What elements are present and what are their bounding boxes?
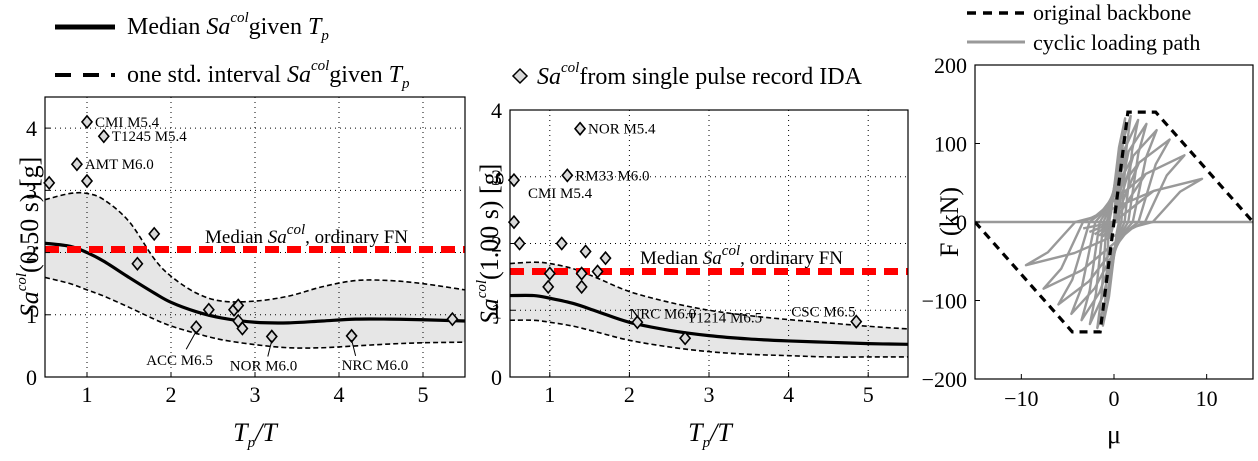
data-point bbox=[561, 168, 574, 183]
median-line-label-1: Median Sacol, ordinary FN bbox=[205, 222, 408, 248]
y-axis-label-2: Sacol(1.00 s) [g] bbox=[474, 164, 504, 325]
data-point bbox=[679, 331, 692, 346]
lower-std-line bbox=[510, 319, 908, 358]
data-point bbox=[131, 256, 144, 272]
y-tick-label: 100 bbox=[934, 132, 967, 157]
std-band bbox=[510, 262, 908, 358]
annotation-leader bbox=[267, 340, 273, 357]
legend-backbone-label: original backbone bbox=[1033, 0, 1191, 25]
annotation-leader bbox=[351, 339, 357, 357]
annotation-label: CMI M5.4 bbox=[95, 115, 160, 131]
annotation-label: RM33 M6.0 bbox=[575, 168, 649, 184]
data-point bbox=[575, 279, 588, 295]
x-axis-label-2: Tp/T bbox=[688, 418, 733, 451]
y-tick-label: 0 bbox=[26, 365, 37, 390]
x-tick-label: 1 bbox=[544, 382, 555, 407]
legend-diamond-marker bbox=[511, 67, 529, 85]
data-point bbox=[446, 311, 459, 327]
data-point bbox=[507, 214, 521, 230]
x-tick-label: 5 bbox=[418, 382, 429, 407]
backbone-line bbox=[975, 110, 1253, 334]
annotation-label: NRC M6.0 bbox=[629, 306, 696, 322]
legend-median-label: Median Sacolgiven Tp bbox=[127, 10, 329, 44]
data-point bbox=[599, 250, 612, 266]
x-tick-label: 10 bbox=[1196, 386, 1218, 411]
y-tick-label: 0 bbox=[956, 210, 967, 235]
annotation-label: NOR M6.0 bbox=[230, 359, 298, 375]
x-tick-label: −10 bbox=[1004, 386, 1038, 411]
annotation-leader bbox=[185, 330, 197, 350]
data-point bbox=[70, 156, 83, 172]
data-point bbox=[555, 236, 568, 251]
data-point bbox=[236, 321, 249, 336]
y-axis-label-1: Sacol(0.50 s) [g] bbox=[14, 157, 44, 318]
data-point bbox=[850, 314, 863, 329]
data-point bbox=[542, 279, 555, 295]
x-tick-label: 2 bbox=[624, 382, 635, 407]
data-point bbox=[80, 173, 94, 189]
y-tick-label: 4 bbox=[491, 98, 502, 123]
y-tick-label: 3 bbox=[491, 165, 502, 190]
x-tick-label: 5 bbox=[863, 382, 874, 407]
chart-2: 1 2 3 4 5 0 1 2 3 4 NOR M5.4 RM33 M6.0 CMI M5.4 NRC … bbox=[474, 98, 909, 451]
data-point bbox=[97, 128, 110, 144]
annotation-label: T1214 M6.5 bbox=[687, 310, 762, 326]
legend-right: original backbone cyclic loading path bbox=[967, 0, 1200, 55]
data-point bbox=[575, 266, 588, 281]
data-point bbox=[574, 121, 587, 136]
y-axis-label-3: F (kN) bbox=[935, 187, 964, 257]
annotation-label: CMI M5.4 bbox=[528, 186, 593, 202]
data-point bbox=[232, 298, 245, 313]
annotation-label: ACC M6.5 bbox=[146, 353, 213, 369]
y-tick-label: 200 bbox=[934, 53, 967, 78]
y-tick-label: −200 bbox=[922, 367, 967, 392]
lower-std-line bbox=[45, 276, 465, 349]
annotation-label: NOR M5.4 bbox=[588, 122, 656, 138]
data-point bbox=[43, 175, 56, 191]
annotation-label: CSC M6.5 bbox=[791, 305, 855, 321]
y-tick-label: 2 bbox=[491, 232, 502, 257]
x-tick-label: 1 bbox=[82, 382, 93, 407]
median-line bbox=[510, 293, 908, 346]
y-tick-label: 0 bbox=[491, 365, 502, 390]
data-point bbox=[543, 266, 556, 281]
y-tick-label: 1 bbox=[26, 303, 37, 328]
y-tick-label: 3 bbox=[26, 178, 37, 203]
annotation-label: T1245 M5.4 bbox=[112, 129, 188, 145]
x-tick-label: 3 bbox=[250, 382, 261, 407]
data-point bbox=[190, 319, 203, 335]
x-tick-label: 4 bbox=[334, 382, 345, 407]
annotation-label: AMT M6.0 bbox=[85, 157, 154, 173]
legend-center: Sacolfrom single pulse record IDA bbox=[511, 60, 863, 90]
annotation-label: NRC M6.0 bbox=[342, 358, 409, 374]
upper-std-line bbox=[45, 191, 465, 303]
legend-diamond-label: Sacolfrom single pulse record IDA bbox=[537, 60, 863, 90]
y-tick-label: −100 bbox=[922, 289, 967, 314]
data-point bbox=[631, 315, 644, 330]
x-tick-label: 0 bbox=[1109, 386, 1120, 411]
x-tick-label: 2 bbox=[166, 382, 177, 407]
data-point bbox=[80, 114, 94, 130]
legend-cyclic-label: cyclic loading path bbox=[1033, 30, 1200, 55]
data-point bbox=[579, 244, 592, 259]
x-tick-label: 4 bbox=[783, 382, 794, 407]
data-point bbox=[202, 302, 215, 318]
std-band bbox=[45, 192, 465, 349]
data-point bbox=[148, 226, 161, 242]
data-point bbox=[591, 264, 604, 279]
data-point bbox=[513, 236, 526, 251]
y-tick-label: 4 bbox=[26, 116, 37, 141]
legend-left: Median Sacolgiven Tp one std. interval S… bbox=[55, 10, 410, 92]
x-axis-label-1: Tp/T bbox=[233, 418, 278, 451]
x-tick-label: 3 bbox=[704, 382, 715, 407]
x-axis-label-3: μ bbox=[1107, 420, 1121, 449]
y-tick-label: 1 bbox=[491, 298, 502, 323]
legend-std-label: one std. interval Sacolgiven Tp bbox=[127, 58, 410, 92]
median-line-label-2: Median Sacol, ordinary FN bbox=[640, 243, 843, 269]
data-point bbox=[507, 172, 521, 188]
y-tick-label: 2 bbox=[26, 241, 37, 266]
